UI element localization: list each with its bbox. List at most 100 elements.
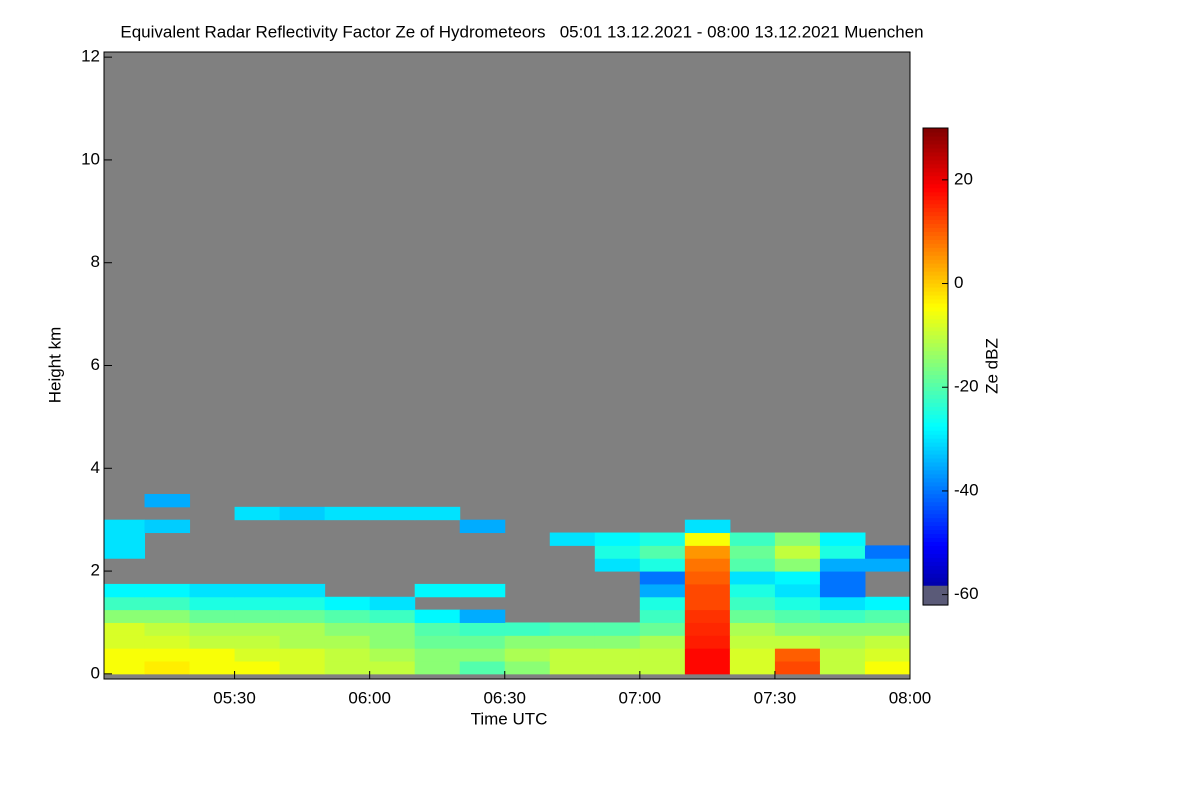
colorbar-strip (923, 553, 948, 558)
colorbar-strip (923, 159, 948, 165)
heatmap-cell (729, 532, 776, 546)
colorbar-strip (923, 438, 948, 443)
colorbar-strip (923, 573, 948, 578)
colorbar-strip (923, 354, 948, 360)
heatmap-cell (864, 622, 911, 636)
heatmap-cell (459, 635, 506, 649)
heatmap-cell (324, 622, 371, 636)
heatmap-cell (819, 648, 866, 662)
heatmap-cell (324, 648, 371, 662)
heatmap-cell (189, 596, 236, 611)
y-tick-label: 10 (81, 149, 100, 168)
colorbar-tick-label: -60 (954, 584, 979, 603)
heatmap-cell (864, 661, 911, 675)
heatmap-cell (774, 571, 821, 585)
colorbar-label: Ze dBZ (982, 338, 1001, 394)
chart-title: Equivalent Radar Reflectivity Factor Ze … (120, 22, 923, 41)
colorbar-strip (923, 215, 948, 221)
colorbar-strip (923, 211, 948, 217)
heatmap-cell (414, 648, 461, 662)
colorbar-strip (923, 135, 948, 141)
heatmap-cell (684, 519, 731, 534)
colorbar-strip (923, 386, 948, 391)
colorbar-strip (923, 310, 948, 316)
heatmap-cell (819, 583, 866, 598)
colorbar-strip (923, 318, 948, 324)
colorbar-strip (923, 501, 948, 507)
colorbar-strip (923, 167, 948, 173)
colorbar-strip (923, 350, 948, 356)
colorbar-strip (923, 179, 948, 185)
heatmap-cell (864, 558, 911, 572)
colorbar-strip (923, 485, 948, 491)
colorbar-strip (923, 275, 948, 280)
heatmap-cell (819, 596, 866, 611)
heatmap-cell (459, 622, 506, 636)
colorbar-strip (923, 223, 948, 228)
heatmap-cell (144, 622, 191, 636)
colorbar-strip (923, 235, 948, 240)
colorbar-strip (923, 131, 948, 137)
heatmap-cell (774, 532, 821, 546)
heatmap-cell (234, 596, 281, 611)
colorbar-strip (923, 330, 948, 336)
x-tick-label: 07:00 (619, 688, 662, 707)
colorbar-tick-label: 20 (954, 169, 973, 188)
heatmap-cell (819, 571, 866, 585)
heatmap-cell (104, 622, 146, 636)
heatmap-cell (639, 648, 686, 662)
heatmap-cell (594, 532, 641, 546)
heatmap-cell (234, 635, 281, 649)
heatmap-cell (639, 622, 686, 636)
heatmap-cell (144, 635, 191, 649)
heatmap-cell (729, 545, 776, 559)
colorbar-strip (923, 227, 948, 232)
heatmap-cell (639, 558, 686, 572)
heatmap-cell (504, 661, 551, 675)
heatmap-cell (414, 661, 461, 675)
colorbar-strip (923, 191, 948, 197)
y-tick-label: 8 (91, 252, 100, 271)
colorbar-strip (923, 446, 948, 451)
heatmap-cell (729, 609, 776, 623)
colorbar-strip (923, 585, 948, 590)
colorbar-strip (923, 593, 948, 598)
colorbar-strip (923, 370, 948, 376)
colorbar-strip (923, 366, 948, 372)
heatmap-cell (819, 609, 866, 623)
heatmap-cell (414, 635, 461, 649)
colorbar-strip (923, 358, 948, 364)
colorbar-strip (923, 283, 948, 288)
heatmap-cell (234, 583, 281, 598)
heatmap-cell (144, 648, 191, 662)
heatmap-cell (684, 558, 731, 572)
heatmap-cell (684, 545, 731, 559)
heatmap-cell (774, 583, 821, 598)
heatmap-cell (639, 571, 686, 585)
colorbar-strip (923, 231, 948, 236)
heatmap-cell (324, 506, 371, 521)
heatmap-cell (279, 635, 326, 649)
heatmap-cell (104, 596, 146, 611)
heatmap-cell (234, 622, 281, 636)
colorbar-strip (923, 489, 948, 495)
colorbar-strip (923, 255, 948, 260)
colorbar-strip (923, 597, 948, 602)
colorbar-strip (923, 207, 948, 213)
heatmap-cell (549, 661, 596, 675)
heatmap-cell (324, 661, 371, 675)
heatmap-cell (414, 622, 461, 636)
colorbar-strip (923, 434, 948, 439)
heatmap-cell (639, 545, 686, 559)
heatmap-cell (189, 661, 236, 675)
heatmap-cell (684, 571, 731, 585)
heatmap-cell (594, 622, 641, 636)
heatmap-cell (144, 661, 191, 675)
colorbar-strip (923, 342, 948, 348)
heatmap-cell (684, 596, 731, 611)
heatmap-cell (774, 558, 821, 572)
x-tick-label: 05:30 (213, 688, 256, 707)
heatmap-cell (324, 635, 371, 649)
colorbar-strip (923, 247, 948, 252)
colorbar-strip (923, 561, 948, 566)
